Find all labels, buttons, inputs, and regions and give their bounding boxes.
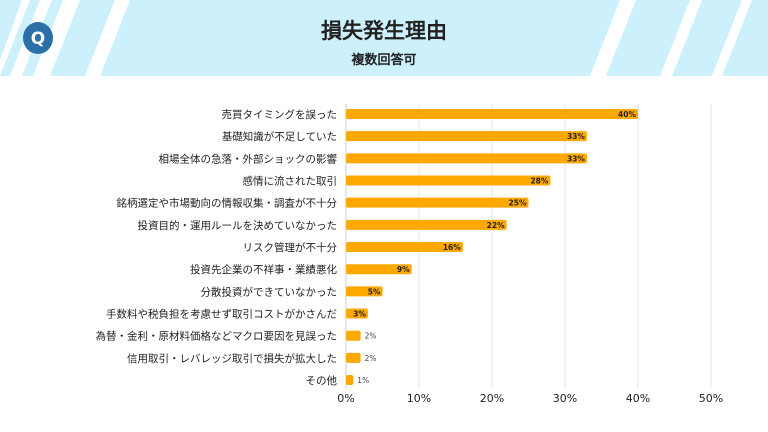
x-tick-label: 20% — [480, 392, 504, 405]
bar — [346, 375, 354, 386]
data-label: 5% — [368, 287, 381, 296]
category-label: リスク管理が不十分 — [243, 241, 338, 254]
bar — [346, 330, 361, 341]
bar — [346, 352, 361, 363]
chart-subtitle: 複数回答可 — [350, 52, 416, 68]
x-tick-label: 30% — [553, 392, 577, 405]
bar — [346, 153, 587, 164]
category-label: 相場全体の急落・外部ショックの影響 — [159, 152, 338, 165]
data-label: 33% — [567, 132, 585, 141]
chart-title: 損失発生理由 — [321, 19, 447, 43]
bar — [346, 131, 587, 142]
x-tick-label: 40% — [626, 392, 650, 405]
q-logo: Q — [23, 22, 53, 54]
category-label: 手数料や税負担を考慮せず取引コストがかさんだ — [106, 308, 337, 321]
data-label: 22% — [487, 221, 505, 230]
data-label: 2% — [365, 354, 377, 363]
category-label: 売買タイミングを誤った — [222, 108, 338, 121]
data-label: 2% — [365, 332, 377, 341]
data-label: 25% — [509, 199, 527, 208]
x-tick-label: 10% — [407, 392, 431, 405]
bar — [346, 242, 463, 253]
category-label: 銘柄選定や市場動向の情報収集・調査が不十分 — [117, 197, 338, 210]
bar — [346, 286, 383, 297]
category-label: その他 — [306, 374, 338, 387]
bar — [346, 264, 412, 275]
data-label: 40% — [618, 110, 636, 119]
data-label: 3% — [353, 310, 366, 319]
x-tick-label: 50% — [699, 392, 723, 405]
category-label: 投資先企業の不祥事・業績悪化 — [190, 263, 337, 276]
bar — [346, 197, 529, 208]
category-label: 為替・金利・原材料価格などマクロ要因を見誤った — [96, 330, 338, 343]
x-tick-label: 0% — [337, 392, 354, 405]
data-label: 9% — [397, 265, 410, 274]
bar — [346, 308, 368, 319]
data-label: 28% — [530, 177, 548, 186]
bar — [346, 175, 551, 186]
data-label: 33% — [567, 154, 585, 163]
svg-text:Q: Q — [31, 29, 45, 49]
category-label: 感情に流された取引 — [243, 175, 338, 188]
category-label: 信用取引・レバレッジ取引で損失が拡大した — [127, 352, 337, 365]
category-label: 基礎知識が不足していた — [222, 130, 337, 143]
header-band — [0, 0, 768, 76]
category-label: 分散投資ができていなかった — [201, 285, 338, 298]
data-label: 1% — [357, 376, 369, 385]
data-label: 16% — [443, 243, 461, 252]
bar — [346, 109, 638, 119]
bar — [346, 219, 507, 230]
category-label: 投資目的・運用ルールを決めていなかった — [138, 219, 338, 232]
